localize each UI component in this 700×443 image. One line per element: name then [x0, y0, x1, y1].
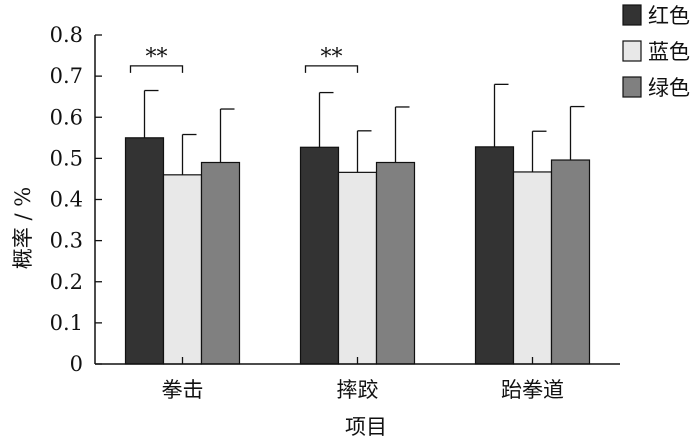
- bar: [474, 146, 515, 365]
- x-axis-ticks: 拳击 摔跤 跆拳道: [162, 357, 564, 402]
- significance-label: **: [321, 45, 343, 70]
- bar: [200, 161, 241, 365]
- x-tick-label: 摔跤: [337, 378, 379, 402]
- y-axis-label: 概率 / %: [11, 187, 35, 269]
- bar: [124, 137, 165, 365]
- legend-swatch: [622, 40, 642, 62]
- bar-group: [124, 137, 591, 365]
- y-tick-label: 0: [70, 352, 83, 376]
- significance-bracket: [129, 65, 184, 73]
- x-tick-label: 拳击: [162, 378, 204, 402]
- legend-swatch: [622, 76, 642, 98]
- legend-swatch: [622, 4, 642, 26]
- bar: [512, 171, 553, 365]
- x-tick-label: 跆拳道: [501, 378, 564, 402]
- y-tick-label: 0.4: [50, 188, 83, 212]
- y-tick-label: 0.1: [50, 311, 83, 335]
- significance-group: ** **: [129, 45, 359, 73]
- y-tick-label: 0.5: [50, 146, 83, 170]
- y-tick-label: 0.6: [50, 105, 83, 129]
- bar: [375, 161, 416, 365]
- y-tick-label: 0.8: [50, 23, 83, 47]
- bar: [550, 159, 591, 365]
- y-tick-label: 0.3: [50, 229, 83, 253]
- x-axis-label: 项目: [345, 415, 387, 439]
- bar: [337, 171, 378, 365]
- legend-label: 绿色: [648, 76, 690, 100]
- y-axis-ticks: 0 0.1 0.2 0.3 0.4 0.5 0.6 0.7 0.8: [50, 23, 102, 376]
- legend-label: 蓝色: [648, 40, 690, 64]
- y-tick-label: 0.2: [50, 270, 83, 294]
- bar: [299, 146, 340, 365]
- bar: [162, 174, 203, 365]
- legend-label: 红色: [648, 4, 690, 28]
- significance-bracket: [304, 65, 359, 73]
- significance-label: **: [146, 45, 168, 70]
- y-tick-label: 0.7: [50, 64, 83, 88]
- error-bar-group: [143, 83, 585, 175]
